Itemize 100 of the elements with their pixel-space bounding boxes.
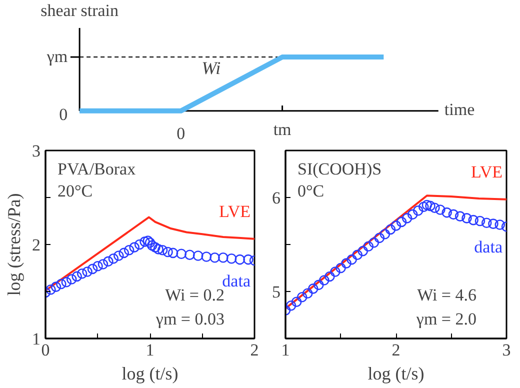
text: 0 bbox=[59, 104, 68, 124]
y-tick-label: 5 bbox=[272, 282, 280, 302]
point bbox=[118, 248, 130, 258]
series-label: data bbox=[474, 238, 503, 257]
x-axis-title: time bbox=[444, 100, 475, 119]
point bbox=[114, 250, 124, 261]
y-tick-label: 3 bbox=[32, 142, 40, 160]
point bbox=[134, 239, 145, 250]
point bbox=[103, 256, 114, 267]
point bbox=[46, 284, 56, 295]
y-tick-label: 2 bbox=[32, 236, 40, 254]
point bbox=[454, 211, 466, 222]
point bbox=[494, 220, 506, 230]
x-tick-label: tm bbox=[273, 120, 292, 139]
point bbox=[108, 253, 119, 264]
x-tick-label: 3 bbox=[502, 340, 511, 360]
point bbox=[442, 207, 452, 218]
point bbox=[61, 276, 72, 288]
y-axis-title: log (stress/Pa) bbox=[4, 193, 24, 296]
point bbox=[380, 229, 390, 240]
point bbox=[368, 237, 380, 248]
point bbox=[474, 216, 486, 226]
point bbox=[243, 254, 254, 265]
series-label: LVE bbox=[219, 202, 251, 221]
annotation: γm = 2.0 bbox=[415, 310, 477, 328]
point bbox=[481, 218, 492, 228]
point bbox=[56, 278, 66, 290]
point bbox=[296, 292, 308, 302]
point bbox=[218, 252, 228, 263]
x-axis-title: log (t/s) bbox=[122, 364, 178, 384]
point bbox=[72, 271, 82, 282]
point bbox=[418, 202, 429, 212]
point bbox=[153, 244, 164, 254]
point bbox=[422, 200, 432, 210]
x-tick-label: 2 bbox=[392, 340, 400, 360]
point bbox=[385, 224, 396, 235]
annotation: Wi bbox=[202, 58, 221, 78]
x-tick-label: 1 bbox=[146, 340, 154, 360]
point bbox=[319, 275, 330, 286]
point bbox=[192, 250, 204, 261]
text: γm bbox=[46, 47, 68, 66]
point bbox=[430, 202, 440, 213]
point bbox=[330, 266, 340, 277]
annotation: SI(COOH)S bbox=[298, 160, 382, 178]
point bbox=[201, 252, 212, 262]
point bbox=[448, 209, 459, 220]
point bbox=[92, 260, 103, 272]
point bbox=[407, 209, 418, 220]
point bbox=[87, 264, 98, 274]
point bbox=[226, 253, 237, 264]
series-label: LVE bbox=[471, 162, 503, 182]
point bbox=[435, 204, 446, 215]
point bbox=[234, 254, 246, 265]
point bbox=[324, 271, 335, 282]
point bbox=[150, 242, 160, 252]
point bbox=[286, 300, 296, 311]
point bbox=[352, 250, 362, 260]
point bbox=[140, 236, 150, 247]
x-tick-label: 2 bbox=[250, 340, 259, 360]
point bbox=[396, 216, 407, 228]
point bbox=[374, 232, 385, 244]
y-tick-label: 6 bbox=[272, 188, 280, 208]
point bbox=[488, 218, 498, 229]
point bbox=[390, 220, 402, 231]
point bbox=[314, 280, 324, 290]
annotation: Wi = 0.2 bbox=[165, 286, 225, 304]
point bbox=[291, 296, 302, 307]
point bbox=[346, 254, 357, 265]
point bbox=[129, 242, 140, 252]
point bbox=[336, 262, 346, 274]
point bbox=[98, 259, 108, 270]
point bbox=[76, 268, 88, 279]
annotation: Wi = 4.6 bbox=[417, 286, 477, 304]
point bbox=[157, 245, 168, 256]
point bbox=[146, 240, 158, 251]
point bbox=[402, 213, 412, 224]
point bbox=[302, 288, 313, 299]
annotation: 0°C bbox=[298, 182, 324, 200]
annotation: PVA/Borax bbox=[58, 160, 136, 178]
x-tick-label: 0 bbox=[41, 340, 50, 360]
point bbox=[363, 241, 374, 252]
point bbox=[66, 274, 77, 284]
annotation: 20°C bbox=[58, 182, 93, 200]
point bbox=[184, 250, 195, 260]
point bbox=[425, 200, 436, 212]
point bbox=[468, 214, 478, 226]
point bbox=[82, 266, 92, 277]
x-axis-title: log (t/s) bbox=[368, 364, 424, 384]
point bbox=[358, 246, 368, 256]
point bbox=[412, 206, 424, 216]
point bbox=[462, 213, 472, 224]
point bbox=[176, 248, 186, 260]
annotation: γm = 0.03 bbox=[154, 310, 225, 328]
point bbox=[50, 282, 62, 292]
point bbox=[308, 284, 318, 294]
series-label: data bbox=[222, 271, 251, 290]
point bbox=[168, 248, 178, 258]
y-axis-title: shear strain bbox=[40, 0, 120, 20]
point bbox=[162, 246, 173, 258]
point bbox=[341, 258, 352, 268]
